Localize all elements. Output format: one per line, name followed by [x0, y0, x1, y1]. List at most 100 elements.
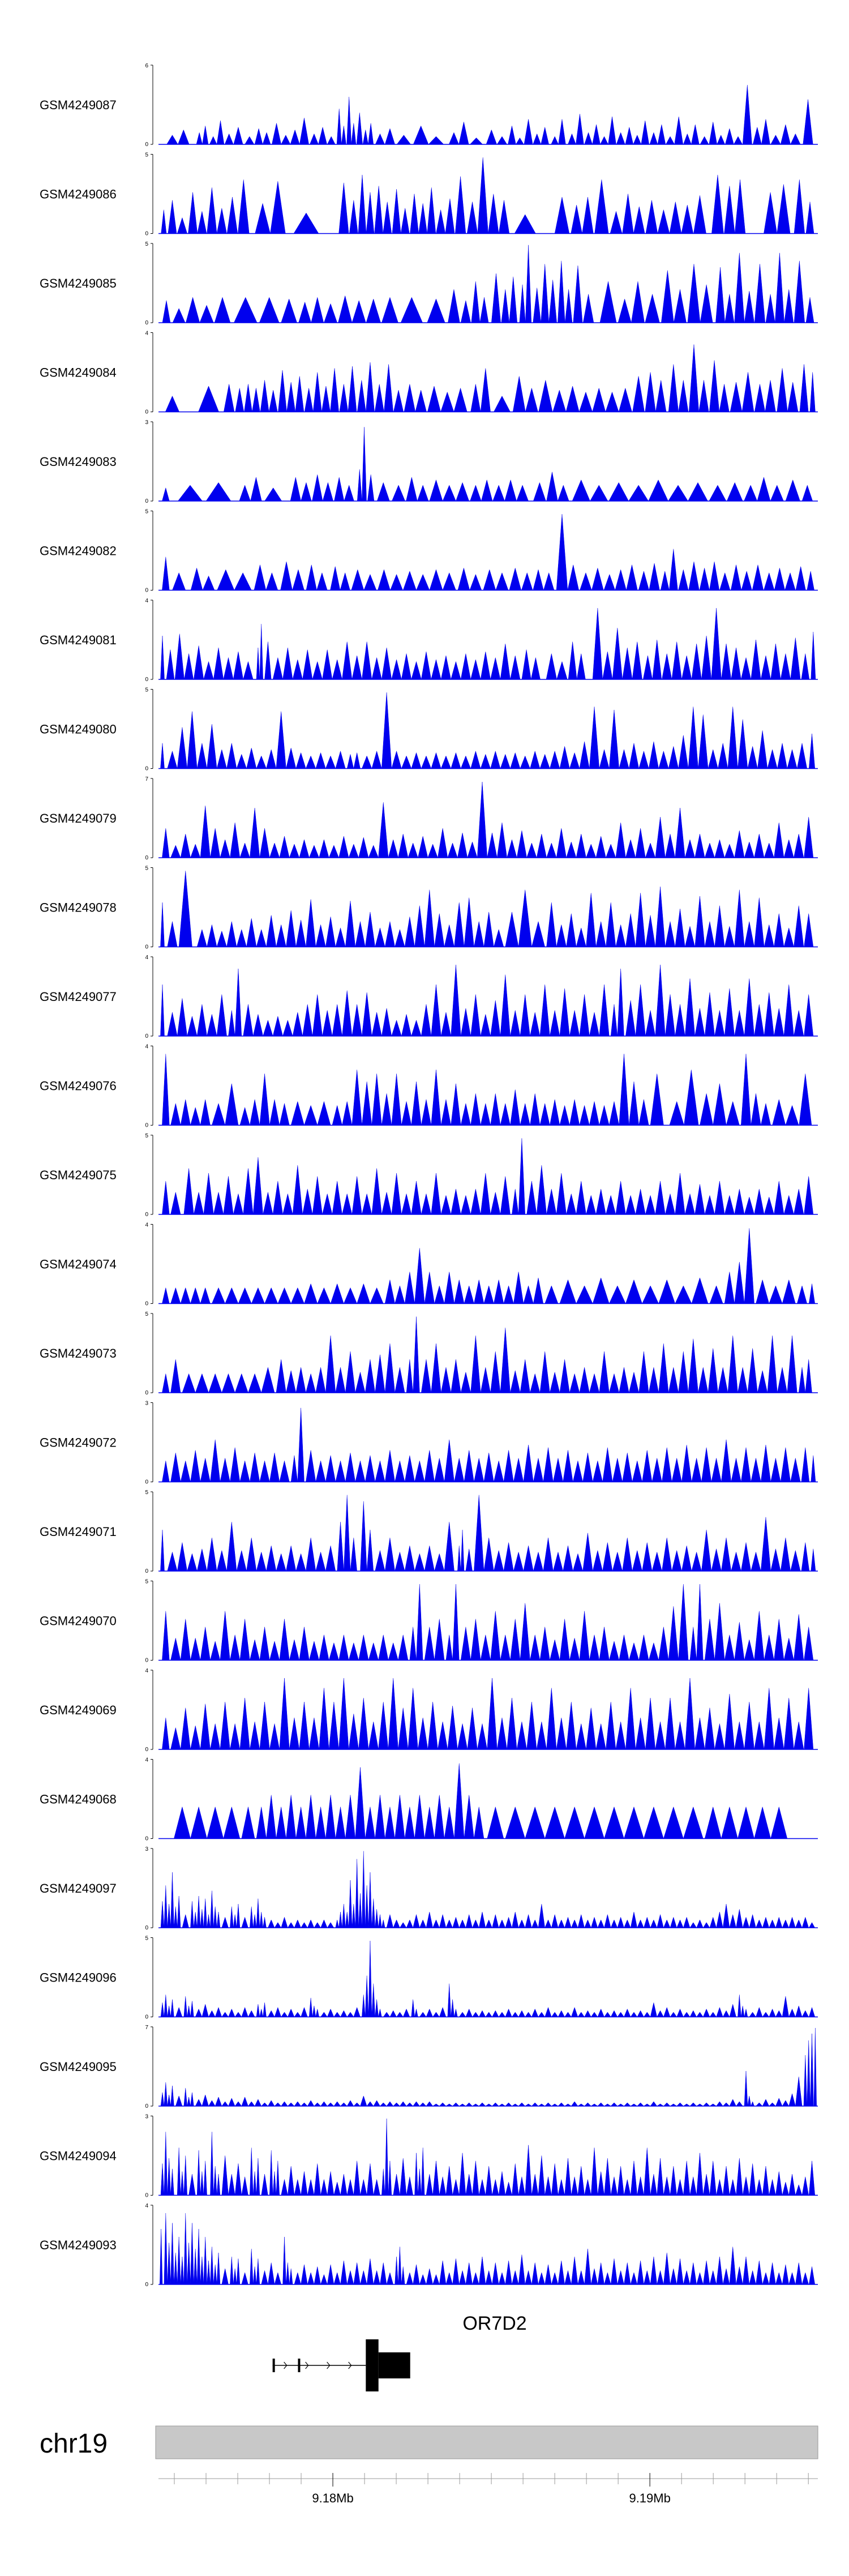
- signal-peak: [470, 485, 481, 501]
- signal-peak: [275, 1923, 281, 1928]
- signal-peak: [571, 205, 582, 233]
- signal-peak: [579, 392, 592, 412]
- signal-peak: [291, 1288, 304, 1304]
- signal-peak: [735, 1011, 744, 1037]
- signal-peak: [270, 181, 285, 233]
- signal-peak: [306, 900, 315, 947]
- signal-peak: [698, 714, 708, 768]
- signal-peak: [459, 1920, 466, 1928]
- signal-peak: [316, 925, 325, 947]
- signal-peak: [316, 1807, 325, 1839]
- signal-peak: [334, 2102, 341, 2106]
- signal-peak: [657, 2158, 664, 2195]
- signal-peak: [256, 756, 266, 768]
- signal-peak: [497, 1718, 507, 1749]
- signal-peak: [250, 1907, 253, 1928]
- signal-peak: [329, 845, 338, 858]
- signal-peak: [713, 1084, 726, 1126]
- signal-peak: [393, 2174, 400, 2195]
- signal-peak: [749, 2271, 756, 2285]
- signal-peak: [251, 477, 262, 501]
- signal-peak: [171, 2169, 174, 2196]
- signal-peak: [228, 2174, 235, 2195]
- signal-peak: [665, 1194, 675, 1214]
- signal-peak: [438, 1722, 447, 1749]
- signal-peak: [644, 2271, 650, 2285]
- signal-peak: [286, 1371, 295, 1393]
- signal-peak: [754, 1722, 764, 1749]
- signal-peak: [537, 834, 546, 858]
- signal-peak: [427, 386, 440, 412]
- signal-peak: [387, 2102, 393, 2106]
- signal-peak: [161, 2164, 164, 2196]
- signal-peak: [685, 979, 694, 1037]
- signal-peak: [494, 930, 503, 947]
- track-label: GSM4249097: [40, 1881, 117, 1895]
- signal-peak: [789, 2094, 796, 2106]
- signal-peak: [174, 1807, 190, 1839]
- signal-peak: [589, 1635, 599, 1661]
- signal-peak: [481, 1015, 490, 1037]
- signal-peak: [278, 1288, 291, 1304]
- signal-peak: [316, 753, 325, 769]
- signal-peak: [641, 121, 649, 144]
- signal-peak: [637, 1920, 644, 1928]
- signal-peak: [609, 710, 619, 769]
- signal-tracks: GSM424908760GSM424908650GSM424908550GSM4…: [40, 63, 818, 2288]
- signal-peak: [545, 2177, 552, 2196]
- signal-peak: [741, 2006, 744, 2017]
- y-tick-label-max: 5: [145, 687, 148, 694]
- signal-peak: [719, 573, 730, 590]
- signal-peak: [209, 2010, 216, 2017]
- signal-peak: [481, 1367, 490, 1393]
- signal-peak: [309, 845, 319, 858]
- signal-peak: [280, 1678, 289, 1749]
- signal-peak: [281, 2012, 288, 2017]
- signal-peak: [269, 843, 279, 858]
- signal-peak: [202, 2004, 209, 2017]
- signal-peak: [319, 127, 327, 144]
- signal-peak: [604, 1915, 611, 1928]
- signal-peak: [791, 134, 800, 144]
- signal-peak: [303, 650, 312, 680]
- signal-peak: [181, 1288, 190, 1304]
- signal-peak: [538, 2012, 545, 2017]
- signal-peak: [430, 570, 443, 590]
- signal-peak: [368, 1941, 372, 2017]
- signal-peak: [645, 843, 655, 858]
- y-tick-label-max: 3: [145, 1401, 148, 1407]
- signal-peak: [166, 650, 174, 680]
- signal-peak: [325, 756, 335, 768]
- signal-peak: [212, 1103, 225, 1126]
- signal-peak: [565, 2012, 572, 2017]
- signal-peak: [312, 1176, 322, 1214]
- signal-peak: [351, 570, 364, 590]
- signal-peak: [314, 2103, 321, 2106]
- signal-peak: [769, 2009, 776, 2017]
- signal-peak: [751, 2102, 754, 2106]
- signal-peak: [247, 1538, 256, 1571]
- signal-peak: [701, 1448, 711, 1482]
- signal-peak: [375, 2000, 379, 2017]
- signal-peak: [657, 2010, 664, 2017]
- signal-peak: [164, 2213, 168, 2284]
- signal-peak: [427, 299, 445, 323]
- signal-peak: [784, 289, 794, 323]
- signal-peak: [340, 384, 348, 412]
- signal-peak: [408, 1688, 418, 1750]
- signal-peak: [672, 642, 681, 680]
- signal-peak: [692, 644, 701, 679]
- signal-peak: [685, 926, 694, 947]
- signal-peak: [756, 2008, 762, 2017]
- signal-peak: [486, 130, 497, 144]
- signal-peak: [744, 1640, 754, 1660]
- signal-peak: [521, 573, 533, 590]
- signal-peak: [672, 1551, 681, 1571]
- signal-peak: [325, 1456, 335, 1482]
- signal-peak: [207, 724, 217, 768]
- signal-peak: [749, 1915, 756, 1928]
- signal-peak: [795, 2006, 802, 2017]
- signal-peak: [380, 2263, 387, 2285]
- signal-peak: [338, 296, 351, 323]
